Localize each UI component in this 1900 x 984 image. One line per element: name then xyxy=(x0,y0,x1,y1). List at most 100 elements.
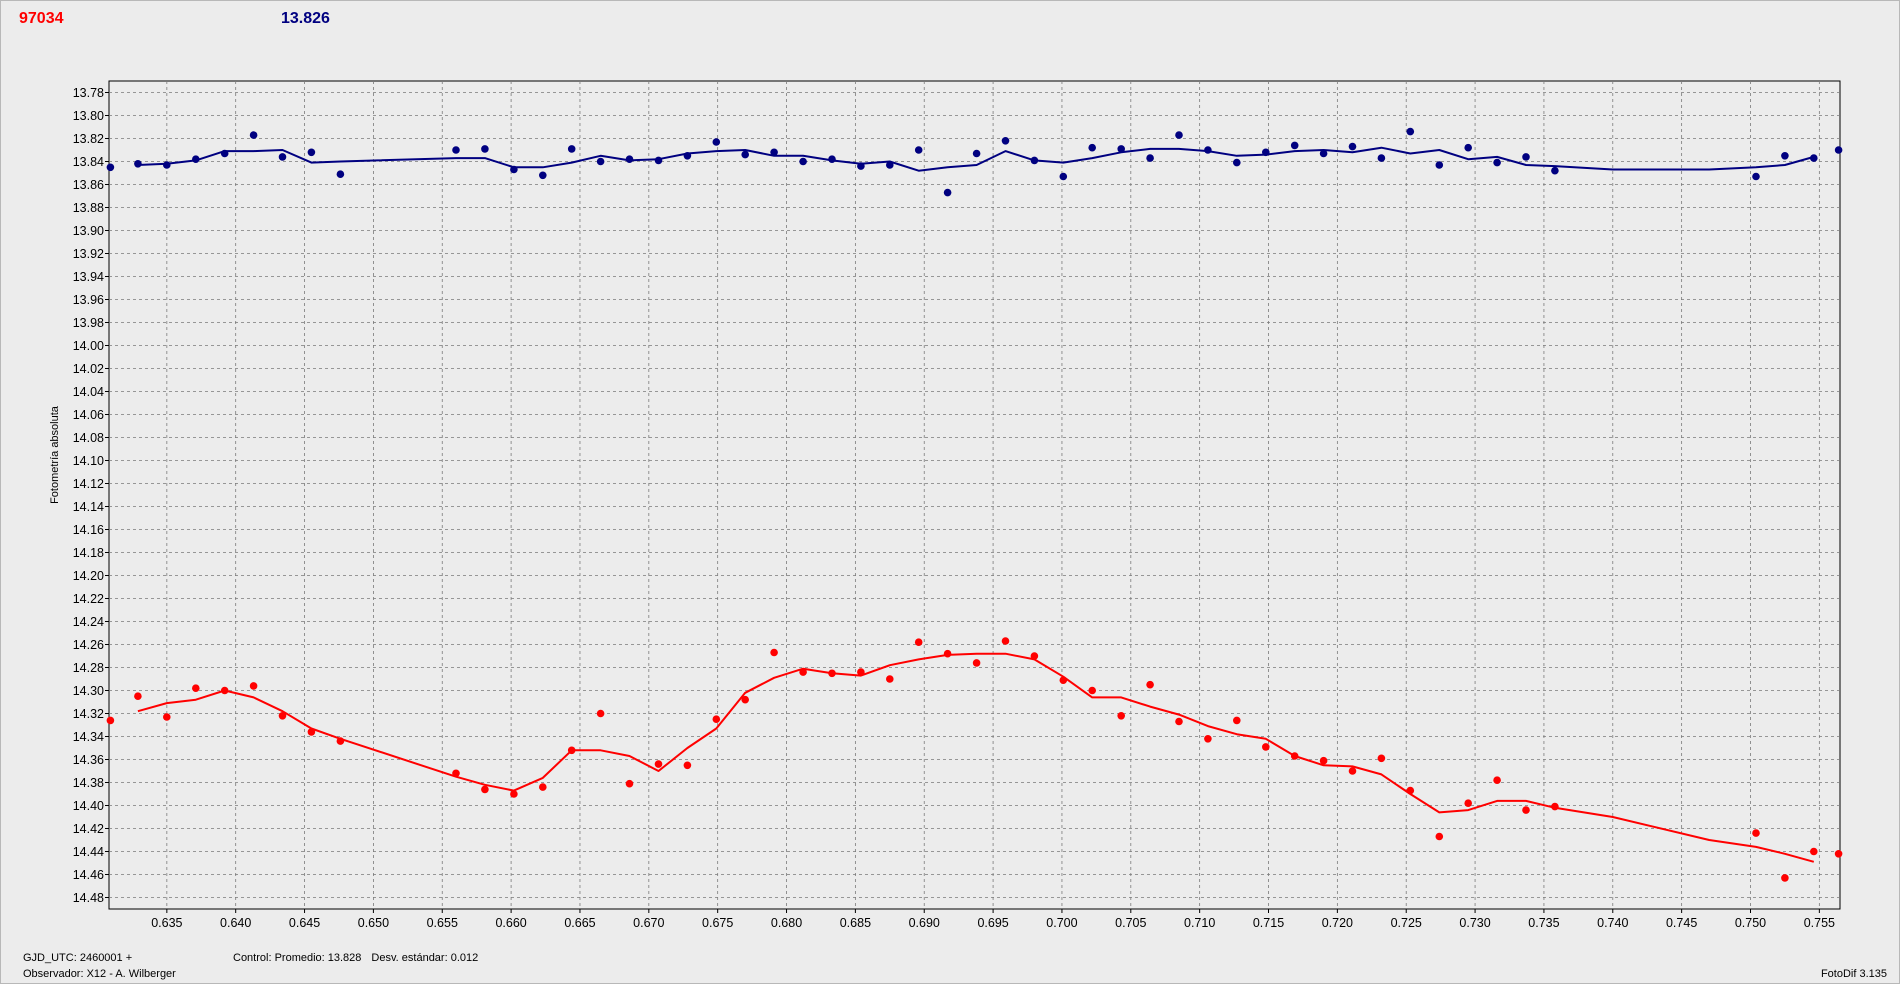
data-point xyxy=(134,692,142,700)
data-point xyxy=(106,716,115,725)
y-tick-label: 13.84 xyxy=(73,155,104,169)
data-point xyxy=(539,783,547,791)
y-tick-label: 14.08 xyxy=(73,431,104,445)
data-point xyxy=(192,684,200,692)
data-point xyxy=(163,161,171,169)
data-point xyxy=(1290,141,1299,150)
x-tick-label: 0.740 xyxy=(1597,916,1628,930)
y-tick-label: 14.18 xyxy=(73,546,104,560)
x-tick-label: 0.635 xyxy=(151,916,182,930)
data-point xyxy=(1348,767,1357,775)
y-tick-label: 13.86 xyxy=(73,178,104,192)
x-tick-label: 0.705 xyxy=(1115,916,1146,930)
data-point xyxy=(596,709,605,718)
data-point xyxy=(278,712,287,720)
data-point xyxy=(1551,166,1559,175)
data-point xyxy=(943,649,952,658)
y-tick-label: 13.88 xyxy=(73,201,104,215)
data-point xyxy=(336,737,345,745)
control-star-series xyxy=(106,127,1843,197)
data-point xyxy=(1464,143,1472,152)
data-point xyxy=(481,145,489,153)
x-tick-label: 0.685 xyxy=(840,916,871,930)
y-tick-label: 14.26 xyxy=(73,638,104,652)
data-point xyxy=(1319,149,1328,158)
data-point xyxy=(625,155,634,163)
data-point xyxy=(1377,154,1386,162)
data-point xyxy=(1752,172,1760,181)
data-point xyxy=(278,153,287,161)
y-tick-label: 14.16 xyxy=(73,523,104,537)
data-point xyxy=(1175,131,1183,139)
x-tick-label: 0.710 xyxy=(1184,916,1215,930)
data-point xyxy=(1464,799,1472,807)
data-point xyxy=(712,715,721,723)
y-tick-label: 14.22 xyxy=(73,592,104,606)
x-tick-label: 0.655 xyxy=(427,916,458,930)
data-point xyxy=(336,170,345,178)
series-layer xyxy=(106,127,1843,882)
y-tick-label: 14.38 xyxy=(73,776,104,790)
control-mean-value: 13.826 xyxy=(281,10,330,27)
control-std-label: Desv. estándar: 0.012 xyxy=(371,952,479,964)
x-tick-label: 0.725 xyxy=(1391,916,1422,930)
y-tick-label: 14.34 xyxy=(73,730,104,744)
data-point xyxy=(163,713,171,721)
x-tick-label: 0.670 xyxy=(633,916,664,930)
data-point xyxy=(654,156,663,165)
data-point xyxy=(452,146,460,154)
data-point xyxy=(307,728,316,736)
y-tick-label: 14.02 xyxy=(73,362,104,376)
data-point xyxy=(683,761,692,770)
y-tick-label: 14.32 xyxy=(73,707,104,721)
y-tick-label: 13.94 xyxy=(73,270,104,284)
data-point xyxy=(1059,676,1068,684)
x-tick-label: 0.665 xyxy=(564,916,595,930)
x-tick-label: 0.755 xyxy=(1804,916,1835,930)
data-point xyxy=(106,163,115,172)
data-point xyxy=(1262,148,1270,157)
data-point xyxy=(1030,652,1039,660)
y-tick-label: 14.00 xyxy=(73,339,104,353)
data-point xyxy=(134,160,142,168)
x-tick-label: 0.720 xyxy=(1322,916,1353,930)
data-point xyxy=(943,188,952,197)
data-point xyxy=(886,161,894,169)
data-point xyxy=(1030,156,1039,165)
data-point xyxy=(828,155,836,163)
y-tick-label: 14.10 xyxy=(73,454,104,468)
data-point xyxy=(1435,832,1444,841)
gjd-utc-label: GJD_UTC: 2460001 + xyxy=(23,952,133,964)
data-point xyxy=(1406,786,1415,795)
data-point xyxy=(1233,716,1241,725)
control-stats: Control: Promedio: 13.828 Desv. estándar:… xyxy=(233,952,478,964)
light-curve-chart: 13.78 13.80 13.82 13.84 13.86 13.88 13.90 13.92… xyxy=(49,80,1843,930)
y-tick-label: 14.14 xyxy=(73,500,104,514)
data-point xyxy=(1810,847,1818,856)
data-point xyxy=(539,171,547,180)
data-point xyxy=(1204,735,1212,743)
data-point xyxy=(1146,154,1154,162)
data-point xyxy=(1290,752,1299,760)
data-point xyxy=(1406,127,1415,136)
data-point xyxy=(857,162,865,170)
data-point xyxy=(1233,158,1241,167)
data-point xyxy=(249,131,258,139)
y-tick-label: 14.46 xyxy=(73,868,104,882)
data-point xyxy=(1435,161,1444,169)
data-point xyxy=(799,157,807,166)
data-point xyxy=(1348,142,1357,151)
data-point xyxy=(567,145,576,153)
data-point xyxy=(1522,153,1530,161)
x-tick-label: 0.650 xyxy=(358,916,389,930)
data-point xyxy=(972,659,981,667)
data-point xyxy=(712,138,721,146)
version-label: FotoDif 3.135 xyxy=(1820,968,1887,980)
x-tick-label: 0.730 xyxy=(1459,916,1490,930)
target-star-id: 97034 xyxy=(19,10,64,27)
x-tick-label: 0.700 xyxy=(1046,916,1077,930)
y-tick-label: 14.28 xyxy=(73,661,104,675)
data-point xyxy=(886,675,894,683)
target-star-series xyxy=(106,637,1843,882)
